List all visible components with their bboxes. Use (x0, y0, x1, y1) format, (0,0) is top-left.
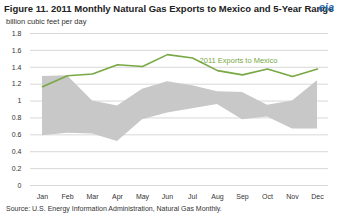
html-text:Figure 11. 2011 Monthly Natura: Figure 11. 2011 Monthly Natural Gas Expo… (4, 3, 334, 14)
svg-text:Sep: Sep (236, 193, 249, 201)
svg-text:0: 0 (18, 182, 22, 189)
html-text:eia: eia (318, 1, 334, 13)
svg-text:Feb: Feb (61, 193, 73, 200)
svg-text:Dec: Dec (311, 193, 324, 200)
svg-text:Aug: Aug (211, 193, 224, 201)
svg-text:Jan: Jan (37, 193, 48, 200)
svg-text:1.2: 1.2 (12, 80, 22, 87)
svg-text:1: 1 (18, 97, 22, 104)
svg-text:1.6: 1.6 (12, 47, 22, 54)
svg-text:Mar: Mar (86, 193, 99, 200)
svg-text:0.8: 0.8 (12, 114, 22, 121)
svg-text:2011 Exports to Mexico: 2011 Exports to Mexico (200, 56, 278, 65)
html-text:billion cubic feet per day: billion cubic feet per day (6, 17, 87, 26)
svg-text:Nov: Nov (286, 193, 299, 200)
svg-text:Apr: Apr (112, 193, 124, 201)
svg-text:0.4: 0.4 (12, 148, 22, 155)
svg-text:0.2: 0.2 (12, 165, 22, 172)
svg-text:Jul: Jul (188, 193, 197, 200)
svg-text:May: May (136, 193, 150, 201)
svg-text:Oct: Oct (262, 193, 273, 200)
html-text:Source: U.S. Energy Informatio: Source: U.S. Energy Information Administ… (6, 205, 222, 212)
svg-text:1.4: 1.4 (12, 64, 22, 71)
svg-text:0.6: 0.6 (12, 131, 22, 138)
svg-text:Jun: Jun (162, 193, 173, 200)
svg-text:1.8: 1.8 (12, 30, 22, 37)
